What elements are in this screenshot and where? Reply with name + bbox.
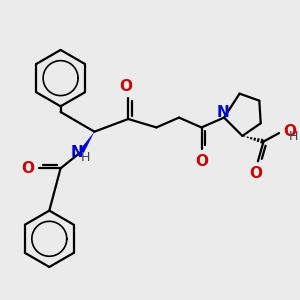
Polygon shape xyxy=(80,132,94,153)
Text: N: N xyxy=(70,145,83,160)
Text: O: O xyxy=(21,161,34,176)
Text: O: O xyxy=(119,80,132,94)
Text: O: O xyxy=(249,166,262,181)
Text: H: H xyxy=(80,151,90,164)
Text: O: O xyxy=(195,154,208,169)
Text: N: N xyxy=(216,105,229,120)
Text: H: H xyxy=(289,130,298,143)
Text: O: O xyxy=(283,124,296,139)
